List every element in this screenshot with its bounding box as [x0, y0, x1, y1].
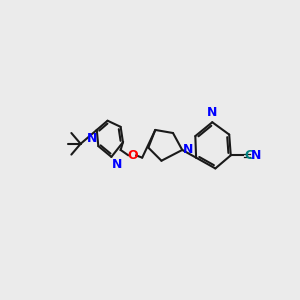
Text: N: N	[112, 158, 122, 171]
Text: N: N	[251, 149, 261, 162]
Text: N: N	[207, 106, 217, 119]
Text: C: C	[244, 149, 254, 162]
Text: O: O	[127, 149, 137, 162]
Text: N: N	[86, 132, 97, 145]
Text: N: N	[183, 143, 194, 157]
